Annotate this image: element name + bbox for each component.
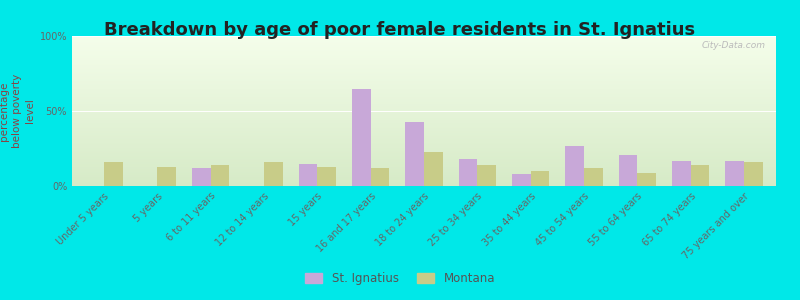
Bar xyxy=(530,171,550,186)
Bar xyxy=(104,162,122,186)
Bar xyxy=(352,88,370,186)
Bar xyxy=(318,167,336,186)
Y-axis label: percentage
below poverty
level: percentage below poverty level xyxy=(0,74,35,148)
Bar xyxy=(478,165,496,186)
Bar xyxy=(584,168,602,186)
Bar xyxy=(424,152,442,186)
Bar xyxy=(406,122,424,186)
Bar xyxy=(158,167,176,186)
Bar xyxy=(672,160,690,186)
Bar xyxy=(298,164,318,186)
Bar xyxy=(210,165,230,186)
Legend: St. Ignatius, Montana: St. Ignatius, Montana xyxy=(299,266,501,291)
Text: Breakdown by age of poor female residents in St. Ignatius: Breakdown by age of poor female resident… xyxy=(105,21,695,39)
Bar xyxy=(512,174,530,186)
Bar xyxy=(638,172,656,186)
Bar xyxy=(618,154,638,186)
Bar xyxy=(726,160,744,186)
Bar xyxy=(370,168,390,186)
Bar xyxy=(566,146,584,186)
Bar xyxy=(690,165,710,186)
Text: City-Data.com: City-Data.com xyxy=(702,40,766,50)
Bar xyxy=(458,159,478,186)
Bar xyxy=(264,162,282,186)
Bar xyxy=(192,168,210,186)
Bar xyxy=(744,162,762,186)
